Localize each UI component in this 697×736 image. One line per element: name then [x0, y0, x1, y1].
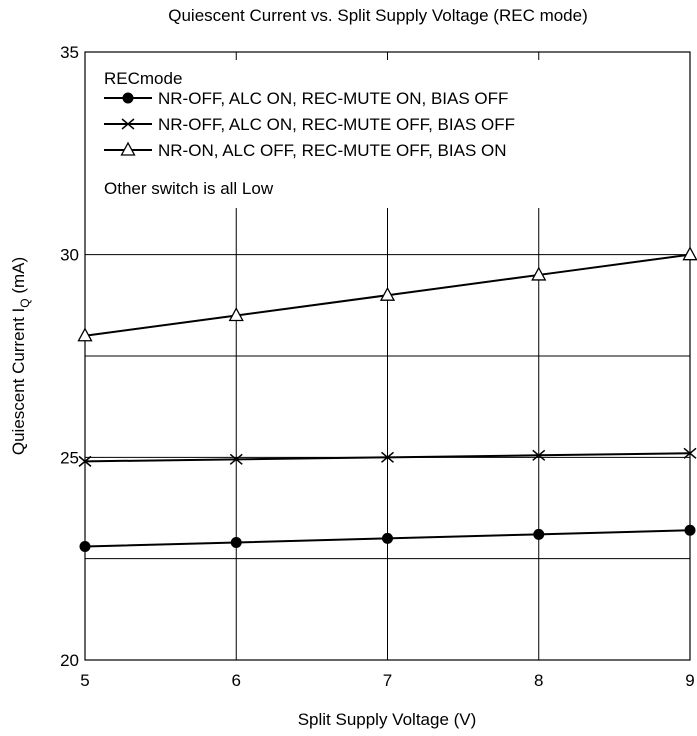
legend-label: NR-ON, ALC OFF, REC-MUTE OFF, BIAS ON: [158, 141, 507, 160]
y-axis-label: Quiescent Current IQ (mA): [9, 257, 32, 455]
y-tick-label: 20: [60, 651, 79, 670]
data-point: [79, 541, 91, 553]
y-tick-label: 25: [60, 448, 79, 467]
data-point: [381, 451, 394, 463]
x-tick-label: 9: [685, 671, 694, 690]
legend-label: NR-OFF, ALC ON, REC-MUTE OFF, BIAS OFF: [158, 115, 515, 134]
legend-background: [95, 60, 670, 208]
y-tick-label: 30: [60, 246, 79, 265]
x-axis-label: Split Supply Voltage (V): [298, 710, 477, 729]
data-point: [532, 449, 546, 461]
data-point: [683, 447, 697, 459]
x-tick-label: 8: [534, 671, 543, 690]
data-point: [229, 453, 243, 465]
series-group: [77, 246, 697, 553]
data-point: [78, 455, 92, 467]
x-tick-label: 6: [232, 671, 241, 690]
axis-ticks: 5 6 7 8 9 20 25 30 35: [60, 43, 695, 690]
data-point: [121, 118, 135, 130]
plot-frame: [84, 51, 691, 661]
data-point: [382, 532, 393, 544]
chart-title: Quiescent Current vs. Split Supply Volta…: [168, 6, 588, 25]
data-point: [228, 307, 244, 322]
data-point: [379, 286, 396, 301]
data-point: [684, 524, 696, 536]
legend-note: Other switch is all Low: [104, 179, 274, 198]
data-point: [533, 528, 545, 540]
legend: RECmode NR-OFF, ALC ON, REC-MUTE ON, BIA…: [95, 60, 670, 208]
legend-label: NR-OFF, ALC ON, REC-MUTE ON, BIAS OFF: [158, 89, 508, 108]
legend-items: NR-OFF, ALC ON, REC-MUTE ON, BIAS OFF NR-…: [104, 89, 515, 160]
legend-title: RECmode: [104, 69, 182, 88]
x-tick-label: 7: [383, 671, 392, 690]
data-point: [230, 536, 242, 548]
y-axis-label-main: Quiescent Current I: [9, 308, 28, 455]
y-tick-label: 35: [60, 43, 79, 62]
data-point: [77, 327, 93, 342]
data-point: [122, 92, 134, 104]
data-point: [120, 141, 136, 156]
y-axis-label-subscript: Q: [18, 298, 32, 307]
x-tick-label: 5: [80, 671, 89, 690]
y-axis-label-unit: (mA): [9, 257, 28, 299]
data-point: [682, 246, 697, 261]
data-point: [531, 266, 547, 281]
